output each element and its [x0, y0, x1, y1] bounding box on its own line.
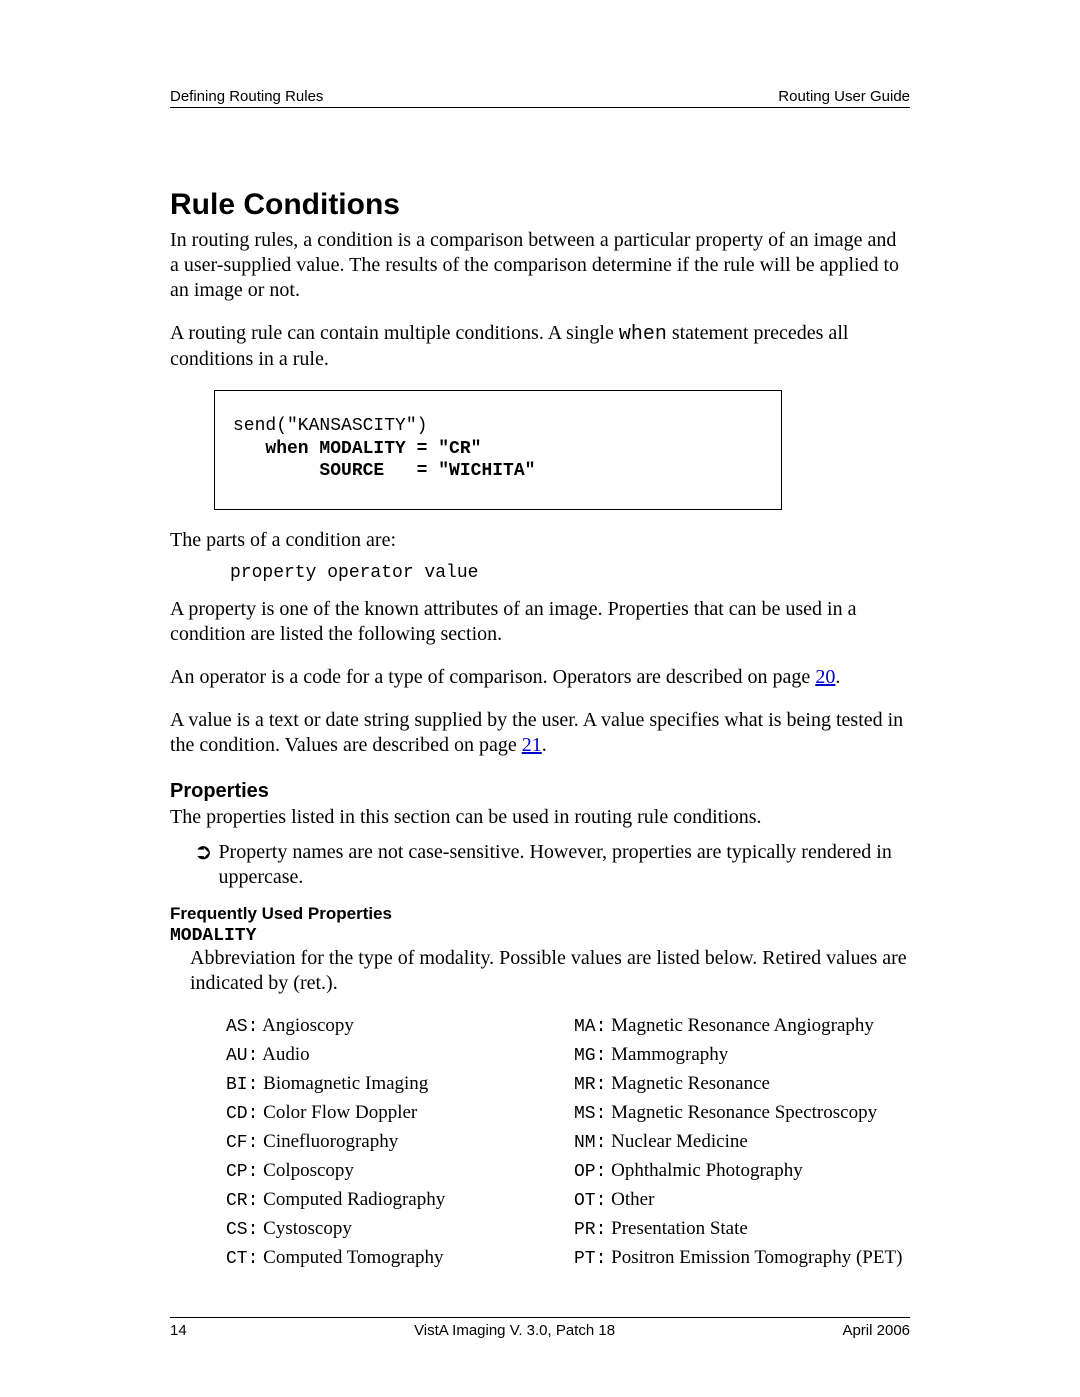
text: .	[542, 734, 547, 756]
footer-center: VistA Imaging V. 3.0, Patch 18	[414, 1322, 615, 1339]
modality-item: CT: Computed Tomography	[226, 1244, 574, 1273]
modality-code: CR:	[226, 1191, 258, 1211]
modality-label: Color Flow Doppler	[258, 1102, 417, 1123]
subsection-title: Properties	[170, 780, 910, 803]
code-line: when MODALITY = "CR"	[233, 439, 481, 459]
code-line: send("KANSASCITY")	[233, 416, 427, 436]
note-icon: ➲	[194, 840, 212, 890]
modality-code: MA:	[574, 1017, 606, 1037]
modality-label: Positron Emission Tomography (PET)	[606, 1247, 902, 1268]
header-right: Routing User Guide	[778, 88, 910, 105]
modality-item: MA: Magnetic Resonance Angiography	[574, 1012, 902, 1041]
modality-code: OP:	[574, 1162, 606, 1182]
modality-label: Angioscopy	[258, 1015, 354, 1036]
modality-item: CD: Color Flow Doppler	[226, 1099, 574, 1128]
modality-label: Computed Radiography	[258, 1189, 445, 1210]
code-example-box: send("KANSASCITY") when MODALITY = "CR" …	[214, 390, 782, 510]
footer-page-number: 14	[170, 1322, 187, 1339]
footer-date: April 2006	[842, 1322, 910, 1339]
modality-item: CF: Cinefluorography	[226, 1128, 574, 1157]
section-title: Rule Conditions	[170, 188, 910, 222]
modality-item: MG: Mammography	[574, 1041, 902, 1070]
modality-code: OT:	[574, 1191, 606, 1211]
inline-code: when	[619, 323, 667, 346]
modality-item: CR: Computed Radiography	[226, 1186, 574, 1215]
header-left: Defining Routing Rules	[170, 88, 323, 105]
modality-label: Presentation State	[606, 1218, 747, 1239]
modality-value-list: AS: AngioscopyAU: AudioBI: Biomagnetic I…	[226, 1012, 910, 1273]
code-syntax-line: property operator value	[230, 563, 910, 583]
modality-label: Nuclear Medicine	[606, 1131, 747, 1152]
modality-code: CT:	[226, 1249, 258, 1269]
modality-code: MG:	[574, 1046, 606, 1066]
modality-item: OT: Other	[574, 1186, 902, 1215]
paragraph: A property is one of the known attribute…	[170, 597, 910, 647]
modality-item: MS: Magnetic Resonance Spectroscopy	[574, 1099, 902, 1128]
modality-item: NM: Nuclear Medicine	[574, 1128, 902, 1157]
modality-label: Magnetic Resonance	[606, 1073, 770, 1094]
document-page: Defining Routing Rules Routing User Guid…	[0, 0, 1080, 1397]
modality-code: NM:	[574, 1133, 606, 1153]
properties-group-title: Frequently Used Properties	[170, 904, 910, 924]
text: An operator is a code for a type of comp…	[170, 666, 815, 688]
modality-code: MR:	[574, 1075, 606, 1095]
modality-code: CS:	[226, 1220, 258, 1240]
modality-code: AS:	[226, 1017, 258, 1037]
modality-label: Cystoscopy	[258, 1218, 351, 1239]
modality-item: PT: Positron Emission Tomography (PET)	[574, 1244, 902, 1273]
modality-item: PR: Presentation State	[574, 1215, 902, 1244]
code-line: SOURCE = "WICHITA"	[233, 461, 535, 481]
note-text: Property names are not case-sensitive. H…	[218, 840, 910, 890]
modality-label: Biomagnetic Imaging	[258, 1073, 428, 1094]
paragraph: A value is a text or date string supplie…	[170, 708, 910, 758]
page-footer: 14 VistA Imaging V. 3.0, Patch 18 April …	[170, 1317, 910, 1339]
modality-label: Ophthalmic Photography	[606, 1160, 802, 1181]
modality-label: Magnetic Resonance Angiography	[606, 1015, 874, 1036]
modality-item: MR: Magnetic Resonance	[574, 1070, 902, 1099]
paragraph: The properties listed in this section ca…	[170, 805, 910, 830]
modality-code: MS:	[574, 1104, 606, 1124]
text: .	[835, 666, 840, 688]
modality-label: Colposcopy	[258, 1160, 354, 1181]
paragraph: A routing rule can contain multiple cond…	[170, 321, 910, 372]
modality-item: CP: Colposcopy	[226, 1157, 574, 1186]
modality-column-left: AS: AngioscopyAU: AudioBI: Biomagnetic I…	[226, 1012, 574, 1273]
note-block: ➲ Property names are not case-sensitive.…	[194, 840, 910, 890]
modality-label: Mammography	[606, 1044, 728, 1065]
modality-item: BI: Biomagnetic Imaging	[226, 1070, 574, 1099]
paragraph: In routing rules, a condition is a compa…	[170, 228, 910, 303]
modality-item: AU: Audio	[226, 1041, 574, 1070]
page-link[interactable]: 20	[815, 666, 835, 688]
modality-code: PR:	[574, 1220, 606, 1240]
page-header: Defining Routing Rules Routing User Guid…	[170, 88, 910, 108]
modality-code: BI:	[226, 1075, 258, 1095]
page-link[interactable]: 21	[522, 734, 542, 756]
modality-code: CP:	[226, 1162, 258, 1182]
modality-code: CD:	[226, 1104, 258, 1124]
modality-column-right: MA: Magnetic Resonance AngiographyMG: Ma…	[574, 1012, 902, 1273]
property-description: Abbreviation for the type of modality. P…	[190, 946, 910, 996]
modality-label: Audio	[258, 1044, 309, 1065]
modality-label: Other	[606, 1189, 654, 1210]
modality-label: Magnetic Resonance Spectroscopy	[606, 1102, 877, 1123]
paragraph: An operator is a code for a type of comp…	[170, 665, 910, 690]
modality-code: AU:	[226, 1046, 258, 1066]
paragraph: The parts of a condition are:	[170, 528, 910, 553]
property-name: MODALITY	[170, 926, 910, 946]
modality-code: CF:	[226, 1133, 258, 1153]
modality-item: CS: Cystoscopy	[226, 1215, 574, 1244]
text: A routing rule can contain multiple cond…	[170, 322, 619, 344]
modality-code: PT:	[574, 1249, 606, 1269]
modality-label: Computed Tomography	[258, 1247, 443, 1268]
modality-label: Cinefluorography	[258, 1131, 398, 1152]
modality-item: OP: Ophthalmic Photography	[574, 1157, 902, 1186]
modality-item: AS: Angioscopy	[226, 1012, 574, 1041]
